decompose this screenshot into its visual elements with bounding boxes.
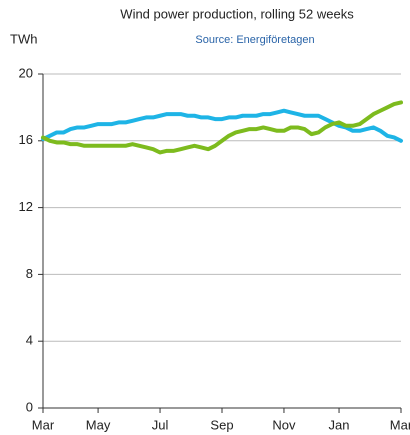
chart-subtitle: Source: Energiföretagen: [195, 34, 314, 46]
x-tick-label: Mar: [32, 417, 55, 432]
data-line: [41, 108, 403, 143]
x-tick-label: Jan: [329, 417, 350, 432]
x-tick-label: Nov: [272, 417, 296, 432]
x-tick-label: May: [86, 417, 111, 432]
y-tick-label: 12: [19, 199, 33, 214]
y-tick-label: 20: [19, 65, 33, 80]
y-tick-label: 0: [26, 399, 33, 414]
y-axis-label: TWh: [10, 31, 37, 46]
y-tick-label: 16: [19, 132, 33, 147]
data-line: [41, 100, 403, 155]
x-tick-label: Sep: [210, 417, 233, 432]
chart-title: Wind power production, rolling 52 weeks: [120, 6, 354, 21]
y-tick-label: 8: [26, 266, 33, 281]
x-tick-label: Mar: [390, 417, 410, 432]
x-tick-label: Jul: [152, 417, 169, 432]
y-tick-label: 4: [26, 333, 33, 348]
